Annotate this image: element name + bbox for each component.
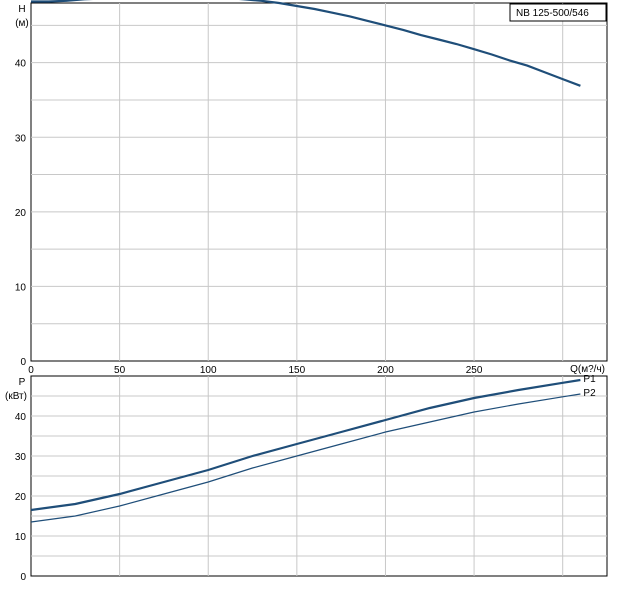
top-grid: [31, 3, 607, 361]
bottom-ylabel: P: [19, 377, 26, 388]
series-label-p2: P2: [583, 388, 596, 399]
power-curve-p1-line: [30, 378, 581, 512]
bottom-ytick-label: 20: [15, 492, 27, 503]
top-ytick-label: 0: [20, 357, 26, 368]
top-ytick-label: 10: [15, 282, 27, 293]
top-ytick-label: 20: [15, 208, 27, 219]
bottom-ytick-label: 30: [15, 452, 27, 463]
x-tick-label: 50: [114, 365, 126, 376]
title-box: [509, 3, 607, 22]
x-tick-label: 0: [28, 365, 34, 376]
bottom-yunit: (кВт): [5, 391, 27, 402]
top-ytick-label: 30: [15, 133, 27, 144]
head-curve-line: [31, 0, 581, 87]
bottom-ytick-label: 0: [20, 572, 26, 583]
top-ytick-labels: 0 10 20 30 40: [15, 59, 27, 368]
top-plot-frame: [30, 2, 608, 362]
bottom-ytick-labels: 0 10 20 30 40: [15, 412, 27, 583]
x-tick-label: 150: [289, 365, 306, 376]
x-tick-label: 200: [377, 365, 394, 376]
bottom-ytick-label: 40: [15, 412, 27, 423]
top-ylabel: H: [18, 4, 25, 15]
series-label-p1: P1: [583, 374, 596, 385]
bottom-series-group: [30, 378, 581, 523]
bottom-ytick-label: 10: [15, 532, 27, 543]
x-tick-label: 100: [200, 365, 217, 376]
x-tick-label: 250: [466, 365, 483, 376]
x-axis-label: Q(м?/ч): [570, 364, 605, 375]
chart-title: NB 125-500/546: [516, 8, 589, 19]
power-curve-p2-line: [30, 393, 581, 523]
x-tick-labels: 0 50 100 150 200 250: [28, 365, 483, 376]
top-yunit: (м): [15, 18, 29, 29]
bottom-grid: [31, 376, 607, 576]
top-series-group: [31, 0, 581, 87]
top-ytick-label: 40: [15, 59, 27, 70]
